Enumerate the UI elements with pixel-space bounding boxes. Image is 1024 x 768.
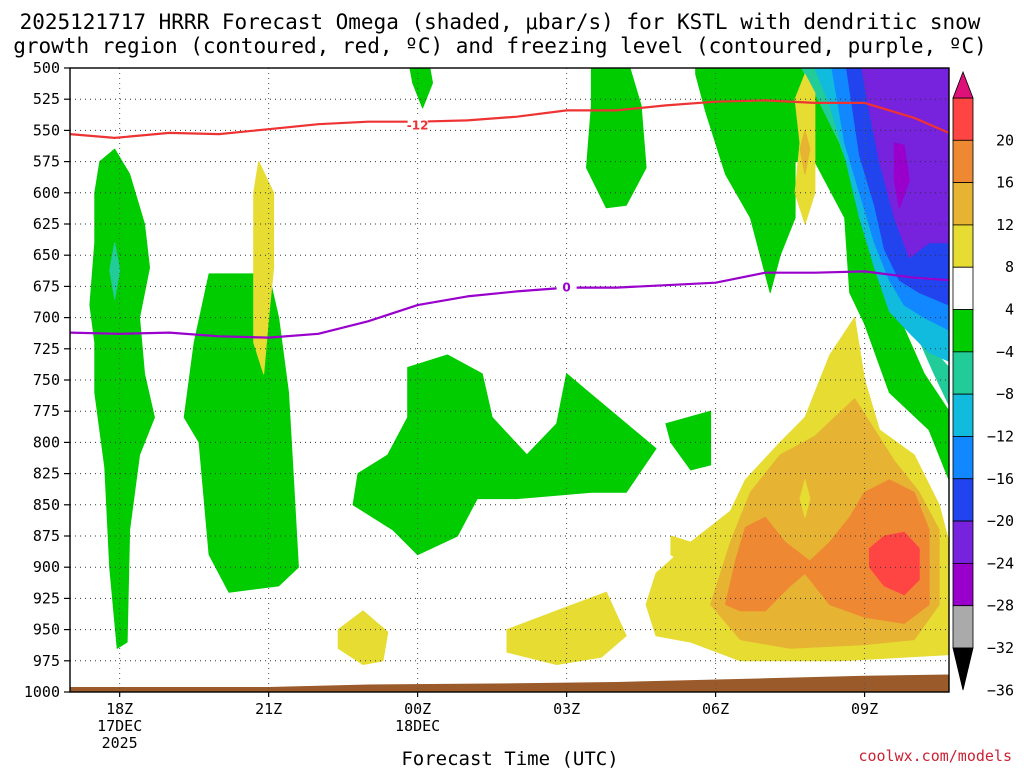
contour-layer: -12 0 <box>70 99 949 339</box>
terrain-layer <box>70 674 949 692</box>
y-tick-label-650: 650 <box>33 246 60 264</box>
colorbar-label-1: 16 <box>996 174 1014 192</box>
colorbar-bin-8-to-12 <box>952 182 974 226</box>
colorbar-bin--36-to--32 <box>952 605 974 649</box>
y-tick-label-850: 850 <box>33 496 60 514</box>
colorbar: 20 16 12 8 4 −4 −8 −12 −16 −20 −24 −28 −32 −36 <box>952 70 1014 699</box>
y-tick-label-775: 775 <box>33 402 60 420</box>
x-tick-label-6-1: 18DEC <box>395 717 440 735</box>
omega-region-5 <box>586 68 647 209</box>
colorbar-label-7: −12 <box>987 427 1014 445</box>
y-tick-label-875: 875 <box>33 527 60 545</box>
colorbar-bin--20-to--16 <box>952 436 974 480</box>
colorbar-label-9: −20 <box>987 512 1014 530</box>
colorbar-bin-16-to-20 <box>952 97 974 141</box>
colorbar-bin-12-to-16 <box>952 139 974 184</box>
gridlines <box>70 68 949 692</box>
colorbar-label-13: −36 <box>987 681 1014 699</box>
colorbar-label-4: 4 <box>1005 301 1014 319</box>
omega-region-20 <box>670 535 692 562</box>
colorbar-bin--8-to--4 <box>952 309 974 353</box>
y-tick-label-525: 525 <box>33 90 60 108</box>
y-tick-label-500: 500 <box>33 59 60 77</box>
omega-region-24 <box>799 479 811 518</box>
colorbar-bin--16-to--12 <box>952 393 974 437</box>
y-tick-label-900: 900 <box>33 558 60 576</box>
x-tick-label-0-1: 17DEC <box>97 717 142 735</box>
y-tick-label-925: 925 <box>33 589 60 607</box>
omega-region-2 <box>183 273 299 593</box>
dendritic-snow-growth-region-line <box>70 99 949 139</box>
omega-region-22 <box>725 479 930 624</box>
colorbar-bin--32-to--28 <box>952 562 974 607</box>
x-tick-label-0-0: 18Z <box>106 700 133 718</box>
x-tick-label-0-2: 2025 <box>102 734 138 752</box>
omega-shading <box>89 68 949 665</box>
y-tick-label-600: 600 <box>33 184 60 202</box>
colorbar-label-6: −8 <box>996 385 1014 403</box>
omega-region-23 <box>869 531 920 596</box>
colorbar-top-arrow <box>952 70 974 99</box>
omega-region-3 <box>409 68 433 109</box>
omega-region-4 <box>352 354 657 556</box>
y-tick-label-675: 675 <box>33 277 60 295</box>
colorbar-label-10: −24 <box>987 554 1014 572</box>
y-tick-label-550: 550 <box>33 121 60 139</box>
omega-region-6 <box>665 410 712 471</box>
y-tick-label-625: 625 <box>33 215 60 233</box>
chart-title-line-2: growth region (contoured, red, ºC) and f… <box>13 34 987 58</box>
dendritic-snow-growth-region-label-bg <box>407 117 428 132</box>
freezing-level-line <box>70 270 949 339</box>
x-tick-label-9-0: 03Z <box>553 700 580 718</box>
omega-region-0 <box>89 148 155 649</box>
x-tick-label-12-0: 06Z <box>702 700 729 718</box>
pressure-axis: 500 525 550 575 600 625 650 675 700 725 750 775 800 8… <box>24 59 70 701</box>
chart-title-line-1: 2025121717 HRRR Forecast Omega (shaded, … <box>20 10 981 34</box>
y-tick-label-700: 700 <box>33 309 60 327</box>
y-tick-label-750: 750 <box>33 371 60 389</box>
y-tick-label-1000: 1000 <box>24 683 60 701</box>
omega-region-16 <box>799 129 811 175</box>
x-tick-label-15-0: 09Z <box>851 700 878 718</box>
y-tick-label-825: 825 <box>33 465 60 483</box>
omega-region-17 <box>337 610 389 665</box>
credit-text: coolwx.com/models <box>858 747 1012 765</box>
omega-region-14 <box>253 161 275 375</box>
dendritic-snow-growth-region-label: -12 <box>407 118 429 132</box>
y-tick-label-950: 950 <box>33 621 60 639</box>
colorbar-label-0: 20 <box>996 131 1014 149</box>
colorbar-label-3: 8 <box>1005 258 1014 276</box>
colorbar-bin--12-to--8 <box>952 351 974 395</box>
plot-area: -12 0 <box>70 68 949 692</box>
colorbar-label-11: −28 <box>987 597 1014 615</box>
terrain-ground <box>70 674 949 692</box>
colorbar-bin--28-to--24 <box>952 520 974 564</box>
y-tick-label-725: 725 <box>33 340 60 358</box>
colorbar-label-2: 12 <box>996 216 1014 234</box>
freezing-level-label-bg <box>556 279 577 294</box>
y-tick-label-575: 575 <box>33 153 60 171</box>
colorbar-label-8: −16 <box>987 470 1014 488</box>
colorbar-label-5: −4 <box>996 343 1014 361</box>
omega-region-13 <box>893 142 910 209</box>
x-tick-label-3-0: 21Z <box>255 700 282 718</box>
omega-region-1 <box>109 242 121 300</box>
colorbar-bin--4-to-4 <box>952 266 974 310</box>
y-tick-label-975: 975 <box>33 652 60 670</box>
colorbar-bin--24-to--20 <box>952 478 974 522</box>
colorbar-bin-4-to-8 <box>952 224 974 268</box>
freezing-level-label: 0 <box>562 281 570 295</box>
colorbar-bottom-arrow <box>952 647 974 691</box>
y-tick-label-800: 800 <box>33 433 60 451</box>
x-tick-label-6-0: 00Z <box>404 700 431 718</box>
x-axis-label: Forecast Time (UTC) <box>401 748 618 768</box>
colorbar-label-12: −32 <box>987 639 1014 657</box>
